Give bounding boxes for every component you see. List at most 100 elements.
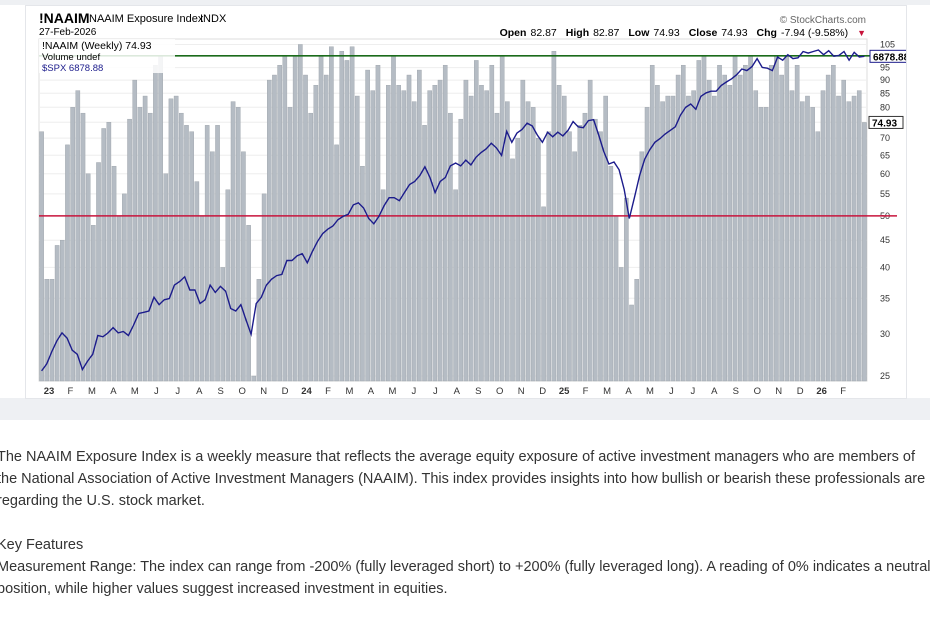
x-tick-label: J xyxy=(669,386,674,397)
naaim-bar xyxy=(681,64,686,382)
naaim-bar xyxy=(329,46,334,382)
down-arrow-icon: ▼ xyxy=(857,28,866,38)
naaim-bar xyxy=(370,90,376,382)
x-tick-label: N xyxy=(260,386,267,397)
naaim-bar xyxy=(85,173,91,382)
naaim-bar xyxy=(789,90,795,382)
naaim-bar xyxy=(525,101,531,382)
description: The NAAIM Exposure Index is a weekly mea… xyxy=(0,446,930,600)
naaim-bar xyxy=(256,279,262,382)
ohlc-label: Low xyxy=(628,27,650,39)
ohlc-label: High xyxy=(566,27,589,39)
x-tick-label: F xyxy=(325,386,331,397)
naaim-bar xyxy=(417,69,422,382)
naaim-bar xyxy=(836,95,841,382)
naaim-bar xyxy=(127,118,132,382)
naaim-bar xyxy=(44,279,50,382)
naaim-bar xyxy=(308,112,313,382)
chart-name: NAAIM Exposure Index xyxy=(89,13,204,25)
ohlc-value: 74.93 xyxy=(721,27,747,39)
x-tick-label: J xyxy=(175,386,180,397)
naaim-bar xyxy=(220,267,226,382)
x-tick-label: S xyxy=(218,386,224,397)
naaim-bar xyxy=(60,240,65,382)
naaim-bar xyxy=(753,90,759,382)
naaim-bar xyxy=(841,79,847,382)
naaim-bar xyxy=(629,304,634,382)
naaim-bar xyxy=(831,64,836,382)
last-value-label: 74.93 xyxy=(872,118,897,129)
naaim-bar xyxy=(784,55,790,382)
x-tick-label: A xyxy=(625,386,632,397)
naaim-bar xyxy=(199,215,205,382)
naaim-bar xyxy=(624,197,629,382)
naaim-bar xyxy=(794,64,800,382)
naaim-bar xyxy=(561,95,567,382)
y-tick-label: 65 xyxy=(880,150,890,160)
naaim-bar xyxy=(406,74,412,382)
naaim-bar xyxy=(660,101,665,382)
naaim-bar xyxy=(536,137,541,382)
y-tick-label: 40 xyxy=(880,262,890,272)
naaim-bar xyxy=(375,64,381,382)
naaim-bar xyxy=(261,193,267,382)
naaim-bar xyxy=(494,112,500,382)
naaim-chart[interactable]: !NAAIM NAAIM Exposure Index INDX 27-Feb-… xyxy=(26,6,911,398)
y-tick-label: 70 xyxy=(880,133,890,143)
naaim-bar xyxy=(266,79,272,382)
naaim-bar xyxy=(432,85,438,382)
naaim-bar xyxy=(732,55,738,382)
x-tick-label: N xyxy=(775,386,782,397)
naaim-bar xyxy=(665,95,671,382)
chart-container[interactable]: !NAAIM NAAIM Exposure Index INDX 27-Feb-… xyxy=(25,5,911,399)
naaim-bar xyxy=(210,151,215,382)
x-tick-label: J xyxy=(691,386,696,397)
naaim-bar xyxy=(70,107,75,382)
naaim-bar xyxy=(179,112,184,382)
naaim-bar xyxy=(712,95,717,382)
page-background xyxy=(0,398,930,420)
ohlc-value: 82.87 xyxy=(593,27,619,39)
y-tick-label: 60 xyxy=(880,169,890,179)
naaim-bar xyxy=(862,122,867,382)
naaim-bar xyxy=(644,107,650,382)
naaim-bar xyxy=(670,95,676,382)
naaim-bar xyxy=(474,60,479,382)
naaim-bar xyxy=(49,279,55,382)
x-tick-label: M xyxy=(346,386,354,397)
naaim-bar xyxy=(458,118,464,382)
naaim-bar xyxy=(65,144,70,382)
naaim-bar xyxy=(520,79,526,382)
naaim-bar xyxy=(189,131,194,382)
chart-symbol: !NAAIM xyxy=(39,10,90,26)
x-tick-label: 25 xyxy=(559,386,570,397)
naaim-bar xyxy=(499,55,505,382)
ohlc-value: 82.87 xyxy=(531,27,557,39)
naaim-bar xyxy=(251,375,257,382)
naaim-bar xyxy=(318,55,324,382)
x-tick-label: F xyxy=(840,386,846,397)
y-tick-label: 25 xyxy=(880,371,890,381)
naaim-bar xyxy=(634,279,640,382)
legend-naaim: !NAAIM (Weekly) 74.93 xyxy=(42,40,152,52)
x-tick-label: D xyxy=(797,386,804,397)
naaim-bar xyxy=(675,74,681,382)
legend-spx: $SPX 6878.88 xyxy=(42,63,103,74)
naaim-bar xyxy=(442,64,448,382)
naaim-bar xyxy=(639,151,645,382)
x-tick-label: F xyxy=(68,386,74,397)
naaim-bar xyxy=(277,64,282,382)
x-tick-label: A xyxy=(454,386,461,397)
naaim-bar xyxy=(686,95,691,382)
naaim-bar xyxy=(246,225,251,382)
naaim-bar xyxy=(510,158,515,382)
naaim-bar xyxy=(722,74,727,382)
ohlc-label: Close xyxy=(689,27,718,39)
x-tick-label: J xyxy=(411,386,416,397)
x-tick-label: A xyxy=(110,386,117,397)
naaim-bar xyxy=(805,95,810,382)
naaim-bar xyxy=(737,74,743,382)
naaim-bar xyxy=(479,85,484,382)
description-paragraph: Measurement Range: The index can range f… xyxy=(0,559,930,597)
naaim-bar xyxy=(603,95,608,382)
